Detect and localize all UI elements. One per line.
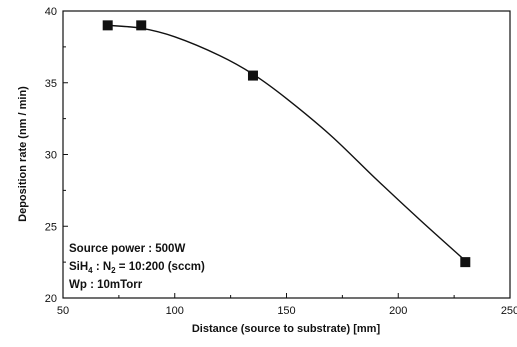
y-tick-label: 40 [45,6,57,18]
y-tick-label: 30 [45,150,57,162]
data-point [460,257,471,268]
x-axis-title: Distance (source to substrate) [mm] [192,323,381,335]
fit-curve [107,24,466,262]
x-tick-label: 100 [166,305,184,317]
annotation-working-pressure: Wp : 10mTorr [69,279,143,291]
y-axis-title: Deposition rate (nm / min) [17,86,29,222]
annotation-gas-ratio: SiH4 : N2 = 10:200 (sccm) [69,261,205,275]
x-tick-label: 250 [501,305,517,317]
data-point [136,20,147,31]
y-tick-label: 20 [45,293,57,305]
annotation-source-power: Source power : 500W [69,243,185,255]
x-tick-label: 200 [389,305,407,317]
data-point [247,70,258,81]
data-point [102,20,113,31]
tick-labels: 50 100 150 200 250 20 25 30 35 40 [45,6,517,317]
data-markers [102,20,471,268]
x-tick-label: 50 [57,305,69,317]
y-tick-label: 35 [45,78,57,90]
x-tick-label: 150 [277,305,295,317]
y-tick-label: 25 [45,221,57,233]
axis-ticks [62,10,511,299]
